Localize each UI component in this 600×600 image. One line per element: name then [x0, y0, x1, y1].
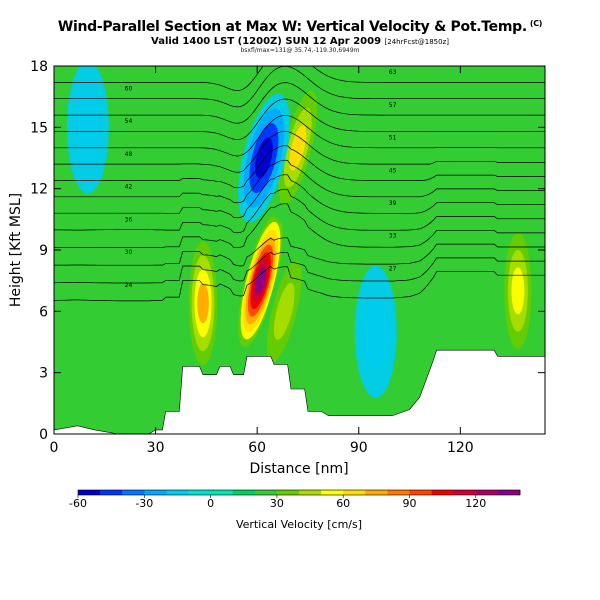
terrain: [54, 349, 545, 434]
velocity-contour-band: [197, 283, 209, 324]
colorbar: -60 -30 0 30 60 90 120: [69, 489, 521, 510]
velocity-contour-band: [363, 295, 388, 368]
colorbar-swatch: [321, 490, 344, 495]
terrain-profile: [54, 349, 545, 434]
isentrope-line: [54, 66, 545, 108]
y-tick-label: 12: [30, 182, 48, 198]
colorbar-swatch: [299, 490, 322, 495]
x-axis: 0 30 60 90 120: [50, 66, 474, 456]
isentrope-line: [54, 203, 545, 249]
downdraft-feature: [66, 66, 109, 194]
isentrope-label: 30: [125, 249, 133, 256]
isentrope-line: [54, 251, 545, 284]
isentrope-line: [54, 130, 545, 173]
colorbar-frame: [77, 489, 521, 496]
isentrope-label: 45: [389, 167, 397, 174]
isentrope-label: 54: [125, 118, 133, 125]
x-tick-label: 30: [147, 440, 165, 456]
y-axis-title: Height [Kft MSL]: [8, 193, 24, 307]
colorbar-tick-label: 60: [336, 497, 350, 510]
isentrope-line: [54, 66, 545, 91]
velocity-contour-band: [511, 267, 525, 315]
velocity-contour-band: [289, 124, 307, 171]
x-axis-title: Distance [nm]: [249, 461, 348, 477]
x-tick-label: 90: [350, 440, 368, 456]
y-tick-label: 18: [30, 59, 48, 75]
y-tick-label: 6: [39, 304, 48, 320]
colorbar-tick-label: 90: [403, 497, 417, 510]
colorbar-swatch: [188, 490, 211, 495]
forecast-suffix: [24hrFcst@1850z]: [384, 38, 449, 46]
isentrope-label: 24: [125, 282, 133, 289]
colorbar-swatch: [343, 490, 366, 495]
y-tick-label: 0: [39, 427, 48, 443]
updraft-feature: [185, 227, 220, 380]
isentrope-label: 60: [125, 86, 133, 93]
isentrope-label: 39: [389, 200, 397, 207]
colorbar-swatch: [122, 490, 145, 495]
isentrope-label: 63: [389, 69, 397, 76]
colorbar-tick-label: 0: [207, 497, 214, 510]
colorbar-swatch: [387, 490, 410, 495]
updraft-feature: [235, 206, 286, 355]
isentrope-label: 57: [389, 102, 397, 109]
y-tick-label: 9: [39, 243, 48, 259]
isentrope-line: [54, 159, 545, 204]
colorbar-swatch: [100, 490, 123, 495]
isentrope-label: 36: [125, 216, 133, 223]
valid-time-text: Valid 1400 LST (1200Z) SUN 12 Apr 2009: [151, 36, 382, 47]
chart-title-text: Wind-Parallel Section at Max W: Vertical…: [57, 19, 527, 35]
isentrope-label: 42: [125, 184, 133, 191]
colorbar-swatch: [254, 490, 278, 495]
isentrope-label: 48: [125, 151, 133, 158]
colorbar-swatch: [497, 490, 521, 495]
updraft-feature: [259, 237, 309, 386]
colorbar-swatch: [144, 490, 167, 495]
isentrope-line: [54, 114, 545, 157]
colorbar-tick-label: 30: [270, 497, 284, 510]
colorbar-swatch: [232, 490, 256, 495]
colorbar-title: Vertical Velocity [cm/s]: [236, 518, 362, 531]
isentrope-line: [54, 98, 545, 140]
colorbar-swatch: [453, 490, 477, 495]
isentrope-lines: 24 27 30 33 36 39 42 45 48 51 54 57 60 63: [54, 66, 545, 302]
isentrope-line: [54, 174, 545, 219]
isentrope-line: [54, 237, 545, 267]
x-tick-label: 0: [50, 440, 59, 456]
colorbar-swatch: [166, 490, 189, 495]
isentrope-label: 33: [389, 233, 397, 240]
y-tick-label: 3: [39, 366, 48, 382]
chart-title: Wind-Parallel Section at Max W: Vertical…: [0, 19, 600, 35]
isentrope-label: 51: [389, 135, 397, 142]
isentrope-line: [54, 188, 545, 234]
y-tick-label: 15: [30, 120, 48, 136]
colorbar-swatch: [210, 490, 233, 495]
isentrope-line: [54, 82, 545, 124]
x-tick-label: 60: [248, 440, 266, 456]
colorbar-swatch: [78, 490, 101, 495]
updraft-feature: [500, 214, 535, 367]
colorbar-tick-label: -60: [69, 497, 87, 510]
colorbar-swatch: [431, 490, 454, 495]
velocity-contour-band: [273, 282, 295, 340]
colorbar-tick-label: 120: [465, 497, 486, 510]
downdraft-feature: [354, 265, 397, 398]
colorbar-swatch: [276, 490, 300, 495]
colorbar-tick-label: -30: [135, 497, 153, 510]
colorbar-swatch: [365, 490, 388, 495]
isentrope-label: 27: [389, 265, 397, 272]
colorbar-swatch: [409, 490, 432, 495]
velocity-contour-band: [255, 137, 273, 179]
x-tick-label: 120: [447, 440, 474, 456]
isentrope-line: [54, 145, 545, 189]
location-line: bsxfl/max=131@ 35.74,-119.30,6949m: [240, 47, 360, 54]
copyright-mark: (C): [529, 19, 543, 28]
chart-subtitle: Valid 1400 LST (1200Z) SUN 12 Apr 2009 […: [0, 36, 600, 47]
velocity-contour-band: [254, 267, 267, 295]
velocity-contour-band: [75, 91, 100, 164]
colorbar-swatch: [475, 490, 499, 495]
isentrope-line: [54, 266, 545, 302]
